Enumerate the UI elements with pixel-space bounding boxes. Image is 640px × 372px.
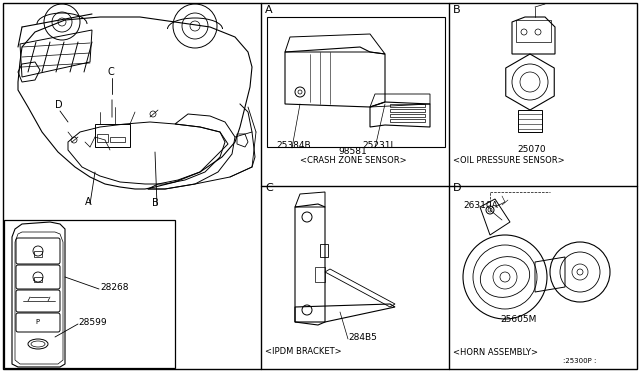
Text: <OIL PRESSURE SENSOR>: <OIL PRESSURE SENSOR> [453,156,564,165]
Text: 25070: 25070 [517,145,546,154]
Text: 28268: 28268 [100,283,129,292]
Text: 98581: 98581 [339,147,367,156]
Text: <CRASH ZONE SENSOR>: <CRASH ZONE SENSOR> [300,156,406,165]
Text: D: D [453,183,461,193]
Text: A: A [85,197,92,207]
Text: A: A [265,5,273,15]
Text: 284B5: 284B5 [348,333,377,342]
Text: P: P [35,319,39,325]
Text: 25605M: 25605M [500,315,536,324]
Text: <HORN ASSEMBLY>: <HORN ASSEMBLY> [453,348,538,357]
Text: C: C [265,183,273,193]
Text: 28599: 28599 [78,318,107,327]
Text: 26310A: 26310A [463,201,498,210]
Text: D: D [55,100,63,110]
Text: B: B [453,5,461,15]
Text: C: C [107,67,114,77]
Text: 25384B: 25384B [276,141,310,150]
Text: <IPDM BRACKET>: <IPDM BRACKET> [265,347,342,356]
Text: B: B [152,198,159,208]
Text: :25300P :: :25300P : [563,358,596,364]
Text: 25231L: 25231L [362,141,396,150]
